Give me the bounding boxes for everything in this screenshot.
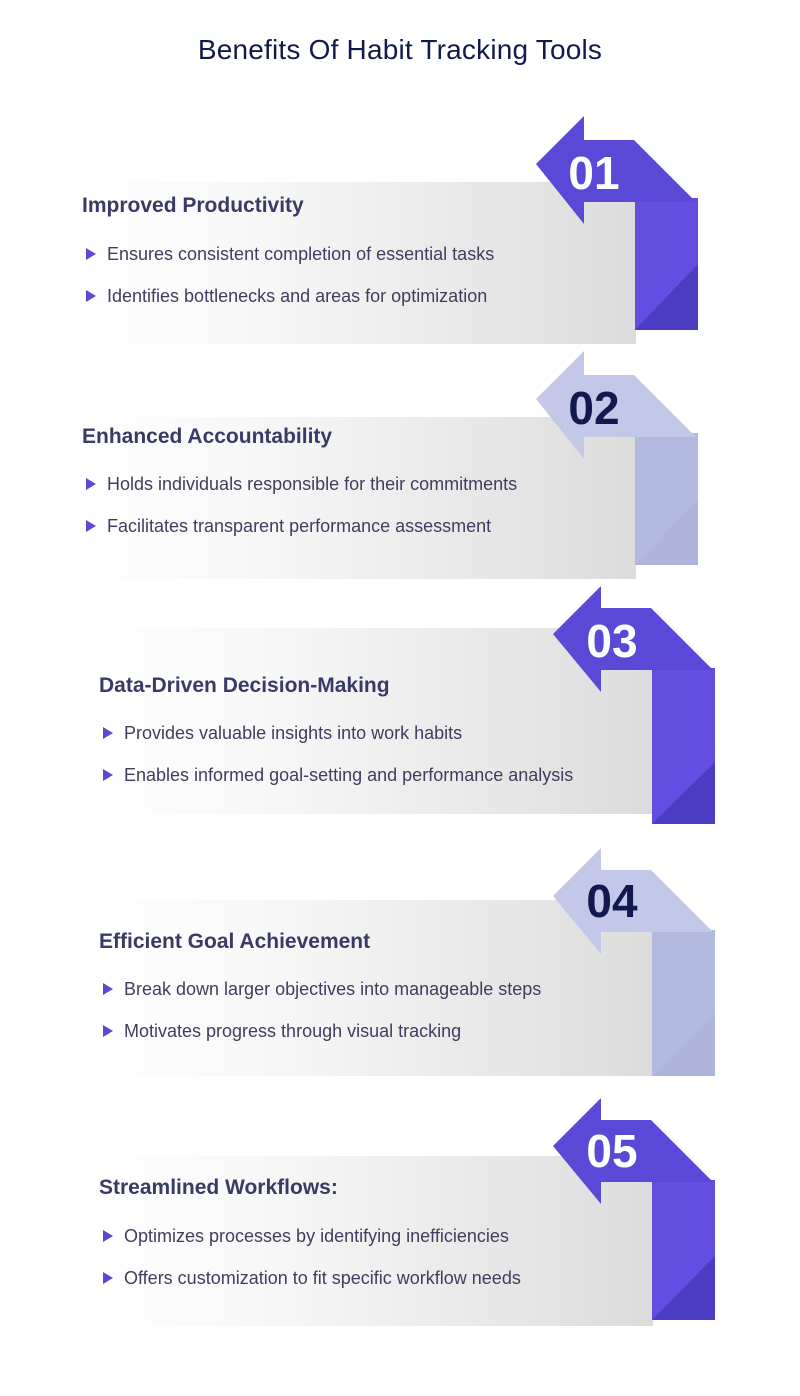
step-number: 05 <box>586 1125 638 1177</box>
bullet-item: Provides valuable insights into work hab… <box>102 721 573 763</box>
bullet-item: Facilitates transparent performance asse… <box>85 514 517 556</box>
card-heading: Enhanced Accountability <box>82 425 333 448</box>
card-background-band <box>102 628 653 814</box>
benefit-card-01: 01 Improved Productivity Ensures consist… <box>0 114 800 344</box>
step-arrow-art <box>536 351 698 565</box>
bullet-item: Offers customization to fit specific wor… <box>102 1266 521 1308</box>
step-block-shadow <box>635 264 698 330</box>
bullet-text: Provides valuable insights into work hab… <box>124 723 463 743</box>
step-arrow-shape <box>553 848 713 954</box>
bullet-item: Enables informed goal-setting and perfor… <box>102 763 573 805</box>
card-heading: Improved Productivity <box>82 194 304 217</box>
step-block-shadow <box>635 499 698 565</box>
step-block-shadow <box>652 1256 715 1320</box>
bullet-list: Provides valuable insights into work hab… <box>102 721 573 805</box>
bullet-text: Enables informed goal-setting and perfor… <box>124 765 574 785</box>
bullet-list: Ensures consistent completion of essenti… <box>85 242 494 326</box>
bullet-triangle-icon <box>86 478 96 490</box>
bullet-triangle-icon <box>86 290 96 302</box>
bullet-triangle-icon <box>103 1230 113 1242</box>
bullet-text: Ensures consistent completion of essenti… <box>107 244 495 264</box>
step-arrow-art <box>553 586 715 824</box>
bullet-item: Break down larger objectives into manage… <box>102 977 541 1019</box>
bullet-triangle-icon <box>103 727 113 739</box>
step-number: 04 <box>586 875 638 927</box>
bullet-triangle-icon <box>103 1272 113 1284</box>
card-heading: Data-Driven Decision-Making <box>99 674 390 697</box>
card-heading: Streamlined Workflows: <box>99 1176 338 1199</box>
bullet-text: Optimizes processes by identifying ineff… <box>124 1226 509 1246</box>
bullet-triangle-icon <box>86 520 96 532</box>
step-number: 01 <box>568 147 620 199</box>
card-heading: Efficient Goal Achievement <box>99 930 371 953</box>
bullet-item: Optimizes processes by identifying ineff… <box>102 1224 521 1266</box>
step-arrow-art <box>536 116 698 330</box>
card-background-band <box>84 417 636 579</box>
bullet-triangle-icon <box>103 1025 113 1037</box>
step-arrow-shape <box>536 116 696 224</box>
benefit-card-04: 04 Efficient Goal Achievement Break down… <box>0 846 800 1076</box>
step-arrow-shape <box>536 351 696 459</box>
bullet-item: Identifies bottlenecks and areas for opt… <box>85 284 494 326</box>
bullet-list: Holds individuals responsible for their … <box>85 472 517 556</box>
step-number: 03 <box>586 615 638 667</box>
bullet-text: Holds individuals responsible for their … <box>107 474 518 494</box>
card-background-band <box>84 182 636 344</box>
bullet-item: Holds individuals responsible for their … <box>85 472 517 514</box>
step-number: 02 <box>568 382 620 434</box>
step-arrow-shape <box>553 1098 713 1204</box>
bullet-text: Identifies bottlenecks and areas for opt… <box>107 286 488 306</box>
step-arrow-art <box>553 1098 715 1320</box>
bullet-item: Ensures consistent completion of essenti… <box>85 242 494 284</box>
bullet-triangle-icon <box>103 769 113 781</box>
benefit-card-03: 03 Data-Driven Decision-Making Provides … <box>0 584 800 824</box>
bullet-text: Motivates progress through visual tracki… <box>124 1021 462 1041</box>
bullet-triangle-icon <box>86 248 96 260</box>
bullet-list: Break down larger objectives into manage… <box>102 977 541 1061</box>
card-background-band <box>102 1156 653 1326</box>
bullet-text: Offers customization to fit specific wor… <box>124 1268 521 1288</box>
step-block-shadow <box>652 1014 715 1076</box>
step-arrow-art <box>553 848 715 1076</box>
benefit-card-02: 02 Enhanced Accountability Holds individ… <box>0 349 800 579</box>
step-block-shadow <box>652 762 715 824</box>
bullet-item: Motivates progress through visual tracki… <box>102 1019 541 1061</box>
card-background-band <box>102 900 653 1076</box>
bullet-text: Break down larger objectives into manage… <box>124 979 542 999</box>
bullet-triangle-icon <box>103 983 113 995</box>
bullet-text: Facilitates transparent performance asse… <box>107 516 492 536</box>
step-arrow-shape <box>553 586 713 692</box>
bullet-list: Optimizes processes by identifying ineff… <box>102 1224 521 1308</box>
page-title: Benefits Of Habit Tracking Tools <box>197 34 603 65</box>
benefit-card-05: 05 Streamlined Workflows: Optimizes proc… <box>0 1096 800 1326</box>
